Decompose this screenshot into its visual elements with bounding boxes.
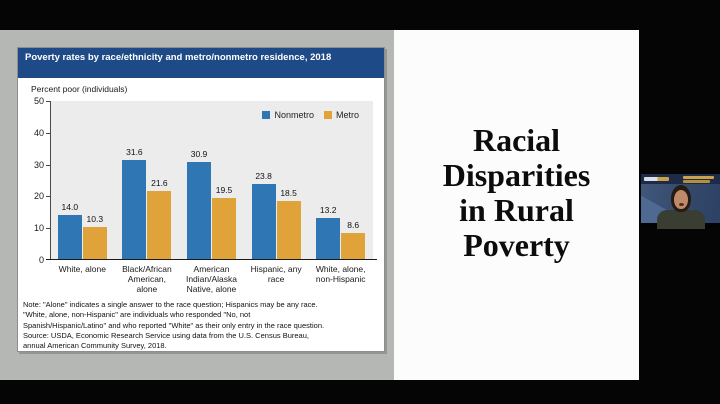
category-label: White, alone, non-Hispanic <box>315 264 366 284</box>
plot-area: Nonmetro Metro 14.0 31.6 30.9 23.8 13.2 10.3 2… <box>50 101 373 260</box>
webcam-slide-text-mark <box>683 180 710 183</box>
category-label: American Indian/Alaska Native, alone <box>185 264 237 294</box>
note-line: Note: "Alone" indicates a single answer … <box>23 300 318 309</box>
y-tick-label: 0 <box>38 255 44 265</box>
webcam-slide-text-mark <box>683 176 714 179</box>
bar-metro-4 <box>276 201 301 260</box>
y-tick-label: 40 <box>33 127 44 138</box>
y-tick-label: 20 <box>33 191 44 202</box>
y-tick-mark <box>46 196 50 198</box>
slide-chart-panel: Poverty rates by race/ethnicity and metr… <box>0 30 394 380</box>
slide-title-line: Racial <box>472 122 561 158</box>
y-tick-mark <box>46 101 50 102</box>
y-tick-mark <box>46 164 50 166</box>
slide-title-line: Disparities <box>442 157 591 193</box>
note-line: Source: USDA, Economic Research Service … <box>23 330 309 340</box>
note-line: "White, alone, non-Hispanic" are individ… <box>23 310 251 320</box>
legend-item-metro: Metro <box>323 110 359 120</box>
y-axis-title: Percent poor (individuals) <box>31 84 128 94</box>
bar-value-label: 10.3 <box>86 214 104 224</box>
chart-title-banner: Poverty rates by race/ethnicity and metr… <box>18 48 384 78</box>
category-label: Black/African American, alone <box>122 264 172 294</box>
chart-box: Poverty rates by race/ethnicity and metr… <box>17 47 385 352</box>
legend-label-nonmetro: Nonmetro <box>274 110 314 120</box>
note-line: annual American Community Survey, 2018. <box>23 341 167 351</box>
bar-nonmetro-5 <box>316 218 341 260</box>
bar-metro-3 <box>212 198 236 260</box>
bar-value-label: 23.8 <box>255 171 272 181</box>
bar-value-label: 14.0 <box>61 202 79 212</box>
bar-nonmetro-3 <box>187 162 211 260</box>
y-tick-label: 50 <box>33 96 44 106</box>
bar-value-label: 31.6 <box>126 147 143 157</box>
slide-title: Racial Disparities in Rural Poverty <box>394 123 639 263</box>
bar-nonmetro-4 <box>251 184 276 260</box>
nonmetro-swatch-icon <box>262 111 271 119</box>
bar-nonmetro-1 <box>57 215 82 260</box>
bar-value-label: 13.2 <box>319 205 337 215</box>
webcam-logo-mark <box>644 177 669 181</box>
metro-swatch-icon <box>323 111 332 119</box>
bar-value-label: 8.6 <box>347 220 360 230</box>
presenter-face <box>674 190 688 209</box>
slide-title-panel: Racial Disparities in Rural Poverty <box>394 30 639 380</box>
y-tick-label: 30 <box>33 159 44 170</box>
y-tick-mark <box>46 228 50 230</box>
bar-value-label: 30.9 <box>190 149 208 159</box>
chart-legend: Nonmetro Metro <box>262 110 359 120</box>
bar-metro-1 <box>82 227 107 260</box>
category-label: White, alone <box>58 264 106 274</box>
bar-value-label: 21.6 <box>151 178 168 188</box>
webcam-video-tile <box>641 174 720 229</box>
chart-note: Note: "Alone" indicates a single answer … <box>23 300 381 351</box>
bar-value-label: 19.5 <box>215 185 233 195</box>
legend-item-nonmetro: Nonmetro <box>262 110 314 120</box>
x-axis-line <box>46 259 377 260</box>
note-line: Spanish/Hispanic/Latino" and who reporte… <box>23 320 325 330</box>
y-tick-mark <box>46 132 50 134</box>
slide-title-line: in Rural <box>459 192 574 228</box>
y-tick-label: 10 <box>33 223 44 234</box>
webcam-slide-header <box>641 174 720 184</box>
legend-label-metro: Metro <box>335 110 359 120</box>
chart-title: Poverty rates by race/ethnicity and metr… <box>25 52 332 63</box>
bar-nonmetro-2 <box>122 160 147 260</box>
category-label: Hispanic, any race <box>250 264 302 284</box>
presenter-torso <box>657 210 705 229</box>
bar-metro-2 <box>147 191 172 260</box>
y-axis-line <box>50 101 51 260</box>
bar-metro-5 <box>341 233 366 260</box>
presenter-mouth <box>679 203 684 206</box>
bar-value-label: 18.5 <box>280 188 297 198</box>
slide-title-line: Poverty <box>463 227 570 263</box>
